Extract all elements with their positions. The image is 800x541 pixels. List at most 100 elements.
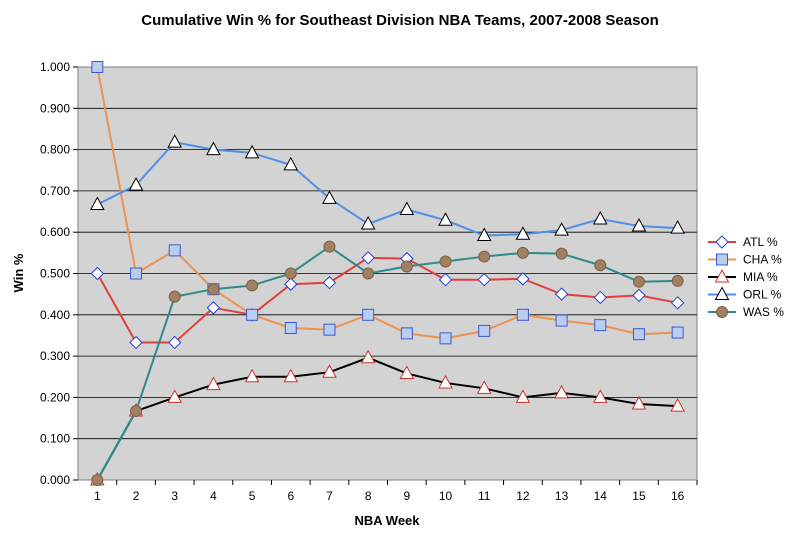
- data-point: [323, 240, 336, 253]
- legend-entry: CHA %: [743, 253, 782, 267]
- x-tick-label: 7: [326, 489, 333, 503]
- data-point: [167, 134, 183, 148]
- data-point: [244, 144, 260, 159]
- series-orl: [90, 134, 685, 242]
- data-point: [631, 395, 647, 410]
- series-group: [90, 61, 685, 486]
- x-tick-label: 9: [404, 489, 411, 503]
- data-point: [670, 296, 685, 310]
- y-tick-label: 0.900: [40, 101, 70, 115]
- series-line: [96, 256, 678, 344]
- data-point: [554, 384, 569, 399]
- data-point: [632, 288, 646, 303]
- y-tick-label: 0.600: [40, 225, 70, 239]
- data-point: [515, 226, 531, 240]
- y-tick-label: 0.500: [40, 267, 70, 281]
- data-point: [207, 283, 220, 296]
- data-point: [400, 327, 413, 340]
- data-point: [438, 272, 453, 287]
- series-line: [96, 141, 678, 237]
- x-tick-label: 4: [210, 489, 217, 503]
- y-axis-ticks: 0.000 0.100 0.200 0.300 0.400 0.500 0.600 0.700…: [40, 60, 78, 487]
- data-point: [400, 260, 413, 273]
- data-point: [516, 272, 530, 286]
- x-tick-label: 5: [249, 489, 256, 503]
- y-axis-label: Win %: [11, 253, 26, 292]
- y-tick-label: 0.100: [40, 432, 70, 446]
- y-tick-label: 0.800: [40, 143, 70, 157]
- x-tick-label: 8: [365, 489, 372, 503]
- series-cha: [91, 61, 684, 345]
- x-tick-label: 3: [171, 489, 178, 503]
- data-point: [129, 335, 143, 350]
- x-tick-label: 13: [555, 489, 569, 503]
- data-point: [438, 212, 453, 226]
- x-tick-label: 12: [516, 489, 530, 503]
- data-point: [284, 322, 297, 335]
- data-point: [90, 266, 105, 281]
- legend-entry: ATL %: [743, 235, 778, 249]
- x-tick-label: 16: [671, 489, 685, 503]
- data-point: [362, 267, 375, 280]
- x-tick-label: 6: [287, 489, 294, 503]
- data-point: [91, 61, 104, 73]
- data-point: [631, 217, 647, 232]
- data-point: [670, 398, 685, 412]
- data-point: [516, 308, 529, 321]
- data-point: [206, 301, 221, 315]
- y-tick-label: 0.000: [40, 473, 70, 487]
- x-tick-label: 14: [594, 489, 608, 503]
- data-point: [360, 349, 376, 364]
- legend-entry: WAS %: [743, 305, 784, 319]
- data-point: [246, 308, 259, 321]
- data-point: [167, 389, 183, 403]
- data-point: [554, 222, 569, 236]
- series-line: [96, 245, 678, 481]
- gridlines: [78, 107, 697, 440]
- legend-entry: MIA %: [743, 270, 778, 284]
- data-point: [322, 275, 337, 290]
- data-point: [246, 279, 259, 292]
- data-point: [361, 251, 375, 265]
- y-tick-label: 1.000: [40, 60, 70, 74]
- data-point: [284, 277, 298, 291]
- legend-marker: [714, 286, 730, 300]
- x-tick-label: 11: [478, 489, 491, 503]
- data-point: [477, 272, 491, 287]
- legend-entry: ORL %: [743, 288, 782, 302]
- data-point: [168, 335, 182, 350]
- series-atl: [90, 251, 685, 350]
- data-point: [168, 244, 181, 257]
- data-point: [206, 376, 221, 391]
- data-point: [594, 319, 607, 332]
- data-point: [554, 287, 569, 301]
- data-point: [322, 364, 337, 378]
- x-tick-label: 2: [133, 489, 140, 503]
- series-mia: [90, 349, 685, 486]
- data-point: [399, 201, 415, 215]
- data-point: [555, 247, 568, 260]
- data-point: [476, 227, 492, 242]
- x-tick-label: 1: [94, 489, 101, 503]
- data-point: [592, 210, 608, 225]
- y-tick-label: 0.300: [40, 349, 70, 363]
- data-point: [244, 368, 260, 383]
- data-point: [592, 389, 608, 403]
- data-point: [632, 328, 645, 341]
- data-point: [516, 246, 529, 259]
- series-line: [96, 356, 678, 481]
- x-axis-label: NBA Week: [354, 513, 420, 528]
- data-point: [515, 389, 531, 403]
- y-tick-label: 0.400: [40, 308, 70, 322]
- data-point: [671, 326, 684, 339]
- y-tick-label: 0.700: [40, 184, 70, 198]
- data-point: [130, 405, 143, 418]
- data-point: [284, 267, 297, 280]
- legend-marker: [716, 306, 728, 318]
- data-point: [91, 474, 104, 486]
- data-point: [90, 196, 105, 211]
- data-point: [439, 255, 452, 268]
- x-tick-label: 15: [632, 489, 646, 503]
- series-line: [96, 66, 678, 340]
